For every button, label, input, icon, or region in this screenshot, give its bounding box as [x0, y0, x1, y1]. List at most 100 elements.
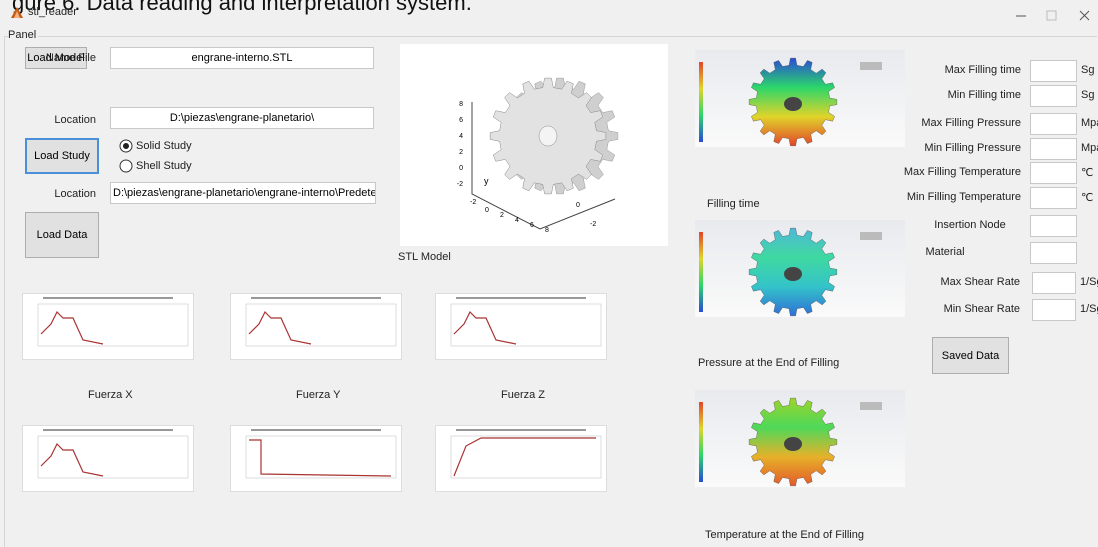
- thumb-axes: [451, 304, 601, 346]
- saved-data-button[interactable]: Saved Data: [932, 337, 1009, 374]
- location-label: Location: [0, 114, 96, 126]
- app-icon: [10, 6, 24, 20]
- force-plot-thumbnail: [435, 293, 607, 360]
- form-label: Max Filling Pressure: [888, 117, 1021, 129]
- force-plot-thumbnail: [22, 293, 194, 360]
- thumb-line: [41, 312, 103, 344]
- form-label: Max Filling Temperature: [888, 166, 1021, 178]
- force-plot-thumbnail: [435, 425, 607, 492]
- window-controls[interactable]: [1010, 6, 1098, 24]
- window-title: stl_reader: [28, 6, 77, 18]
- result-image: [695, 390, 905, 487]
- form-unit: ℃: [1081, 191, 1093, 204]
- thumb-line: [454, 312, 516, 344]
- z-tick-label: -2: [457, 181, 463, 188]
- load-study-button[interactable]: Load Study: [25, 138, 99, 174]
- color-bar: [699, 232, 703, 312]
- form-unit: Sg: [1081, 89, 1094, 101]
- location-input[interactable]: D:\piezas\engrane-planetario\: [110, 107, 374, 129]
- result-caption: Temperature at the End of Filling: [705, 529, 864, 541]
- location2-label: Location: [0, 188, 96, 200]
- radio-button[interactable]: [119, 159, 133, 173]
- force-plot-thumbnail: [22, 425, 194, 492]
- location2-input[interactable]: D:\piezas\engrane-planetario\engrane-int…: [110, 182, 376, 204]
- form-unit: Mpa: [1081, 117, 1098, 129]
- form-input[interactable]: [1030, 85, 1077, 107]
- form-unit: Sg: [1081, 64, 1094, 76]
- thumb-line: [41, 444, 103, 476]
- z-tick-label: 4: [459, 133, 463, 140]
- z-tick-label: 0: [459, 165, 463, 172]
- title-bar: stl_reader: [0, 0, 1098, 26]
- result-caption: Filling time: [707, 198, 760, 210]
- form-unit: 1/Sg: [1080, 276, 1098, 288]
- force-plot-caption: Fuerza Y: [296, 389, 340, 401]
- thumb-title: [456, 429, 586, 431]
- form-input[interactable]: [1030, 162, 1077, 184]
- x-tick-label: 0: [485, 207, 489, 214]
- radio-ring: [120, 160, 132, 172]
- radio-label: Solid Study: [136, 140, 192, 152]
- thumb-title: [43, 297, 173, 299]
- x-tick-label: 6: [530, 222, 534, 229]
- force-plot-thumbnail: [230, 425, 402, 492]
- stl-caption: STL Model: [398, 251, 451, 263]
- z-tick-label: 2: [459, 149, 463, 156]
- thumb-title: [251, 429, 381, 431]
- form-input[interactable]: [1032, 272, 1076, 294]
- thumb-line: [454, 438, 596, 476]
- form-input[interactable]: [1030, 60, 1077, 82]
- thumb-title: [251, 297, 381, 299]
- result-caption: Pressure at the End of Filling: [698, 357, 839, 369]
- thumb-axes: [38, 304, 188, 346]
- x-tick-label: 2: [500, 212, 504, 219]
- gear-hole: [784, 97, 802, 111]
- thumb-axes: [246, 436, 396, 478]
- page: gure 6. Data reading and interpretation …: [0, 0, 1098, 545]
- logo: [860, 402, 882, 410]
- gear-hole: [539, 126, 557, 146]
- thumb-title: [43, 429, 173, 431]
- form-input[interactable]: [1032, 299, 1076, 321]
- radio-label: Shell Study: [136, 160, 192, 172]
- z-tick-label: 8: [459, 101, 463, 108]
- thumb-line: [249, 312, 311, 344]
- x-tick-label: -2: [470, 199, 476, 206]
- form-label: Max Shear Rate: [865, 276, 1020, 288]
- thumb-title: [456, 297, 586, 299]
- form-input[interactable]: [1030, 215, 1077, 237]
- form-label: Min Filling Pressure: [888, 142, 1021, 154]
- z-tick-label: 6: [459, 117, 463, 124]
- form-unit: 1/Sg: [1080, 303, 1098, 315]
- form-input[interactable]: [1030, 138, 1077, 160]
- form-label: Min Filling time: [888, 89, 1021, 101]
- y-tick-label: 0: [576, 202, 580, 209]
- gear-hole: [784, 267, 802, 281]
- radio-button[interactable]: [119, 139, 133, 153]
- form-unit: Mpa: [1081, 142, 1098, 154]
- y-tick-label: -2: [590, 221, 596, 228]
- form-label: Insertion Node: [930, 219, 1010, 231]
- form-input[interactable]: [1030, 187, 1077, 209]
- force-plot-thumbnail: [230, 293, 402, 360]
- form-label: Material: [905, 246, 985, 258]
- form-unit: ℃: [1081, 166, 1093, 179]
- form-label: Min Shear Rate: [865, 303, 1020, 315]
- form-input[interactable]: [1030, 242, 1077, 264]
- form-label: Min Filling Temperature: [888, 191, 1021, 203]
- thumb-axes: [246, 304, 396, 346]
- form-input[interactable]: [1030, 113, 1077, 135]
- form-label: Max Filling time: [888, 64, 1021, 76]
- name-file-input[interactable]: engrane-interno.STL: [110, 47, 374, 69]
- load-data-button[interactable]: Load Data: [25, 212, 99, 258]
- x-tick-label: 8: [545, 227, 549, 234]
- logo: [860, 232, 882, 240]
- thumb-line: [249, 440, 391, 476]
- radio-dot: [123, 143, 129, 149]
- x-tick-label: 4: [515, 217, 519, 224]
- gear-hole: [784, 437, 802, 451]
- panel-title: Panel: [8, 29, 38, 41]
- logo: [860, 62, 882, 70]
- y-axis-label: y: [484, 176, 489, 186]
